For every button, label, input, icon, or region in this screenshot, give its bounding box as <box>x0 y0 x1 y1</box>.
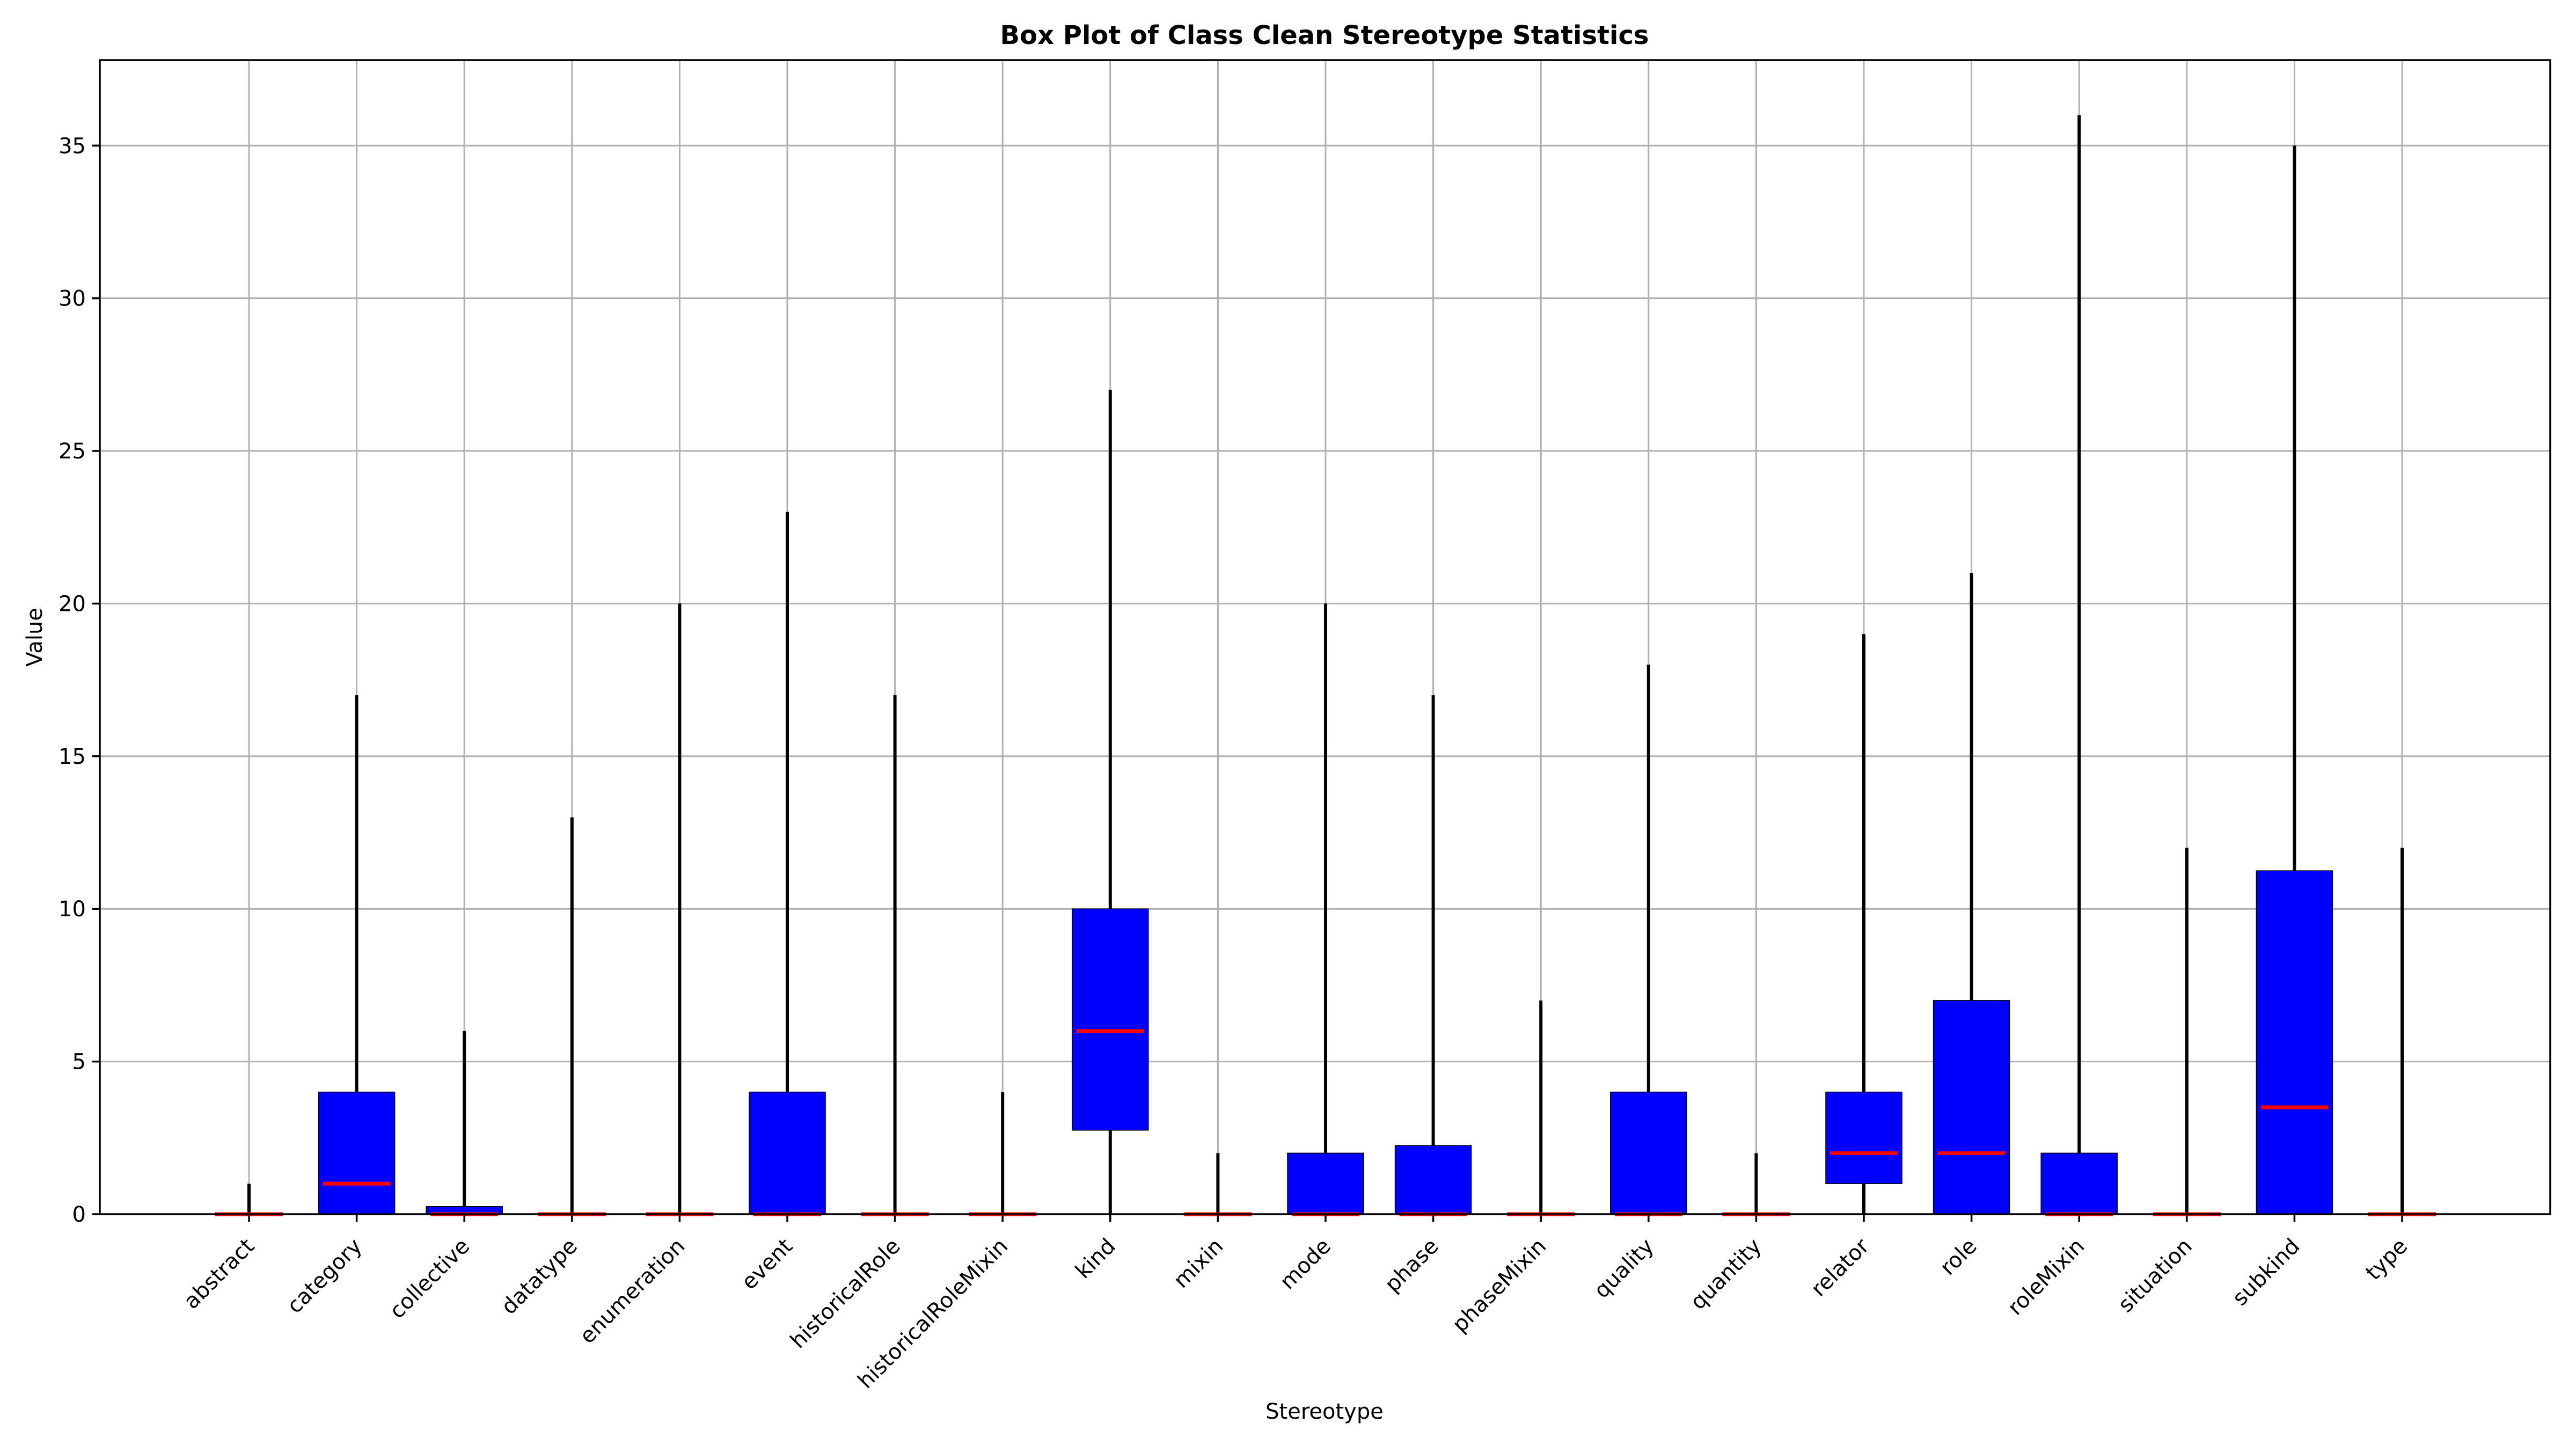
x-tick-label: mixin <box>1169 1234 1228 1293</box>
y-axis-label: Value <box>23 608 47 667</box>
iqr-box <box>318 1091 396 1215</box>
box-event <box>749 512 826 1216</box>
iqr-box <box>1825 1091 1902 1184</box>
y-axis-ticks: 0 5 10 15 20 25 30 35 <box>58 134 100 1227</box>
box-abstract <box>215 1184 283 1216</box>
box-phase <box>1394 695 1472 1216</box>
x-tick-label: historicalRole <box>786 1234 905 1354</box>
x-tick-label: phase <box>1380 1234 1444 1297</box>
x-tick-label: situation <box>2113 1234 2197 1318</box>
iqr-box <box>2256 870 2333 1215</box>
chart-title: Box Plot of Class Clean Stereotype Stati… <box>1000 20 1649 50</box>
box-quantity <box>1722 1153 1790 1216</box>
box-roleMixin <box>2040 115 2118 1216</box>
x-tick-label: collective <box>385 1234 474 1324</box>
box-role <box>1933 573 2010 1215</box>
iqr-box <box>1933 1000 2010 1215</box>
y-tick-label: 35 <box>58 134 86 158</box>
box-relator <box>1825 634 1902 1214</box>
x-tick-label: enumeration <box>575 1234 690 1349</box>
x-axis-label: Stereotype <box>1265 1399 1384 1424</box>
box-collective <box>426 1031 503 1216</box>
box-phaseMixin <box>1507 1000 1575 1216</box>
x-tick-label: abstract <box>179 1234 259 1314</box>
box-kind <box>1072 390 1149 1214</box>
y-tick-label: 0 <box>72 1202 86 1227</box>
y-tick-label: 25 <box>58 439 86 464</box>
x-tick-label: subkind <box>2228 1234 2304 1311</box>
box-type <box>2368 848 2436 1216</box>
x-tick-label: datatype <box>496 1234 582 1319</box>
box-situation <box>2153 848 2221 1216</box>
x-tick-label: event <box>737 1234 797 1295</box>
x-tick-label: quantity <box>1686 1234 1766 1315</box>
box-historicalRoleMixin <box>969 1092 1037 1216</box>
iqr-box <box>1072 908 1149 1131</box>
x-tick-label: mode <box>1275 1234 1336 1295</box>
iqr-box <box>1610 1091 1687 1215</box>
box-mixin <box>1184 1153 1252 1216</box>
box-historicalRole <box>861 695 929 1216</box>
x-tick-label: relator <box>1806 1234 1875 1302</box>
iqr-box <box>1287 1152 1364 1215</box>
x-tick-label: category <box>282 1234 367 1319</box>
x-tick-label: kind <box>1071 1234 1121 1284</box>
box-subkind <box>2256 145 2333 1215</box>
x-tick-label: role <box>1936 1234 1982 1280</box>
iqr-box <box>749 1091 826 1215</box>
iqr-box <box>2040 1152 2118 1215</box>
x-tick-label: phaseMixin <box>1448 1234 1552 1338</box>
box-datatype <box>538 817 606 1216</box>
y-tick-label: 10 <box>58 897 86 922</box>
x-tick-label: quality <box>1590 1234 1659 1303</box>
y-tick-label: 5 <box>72 1050 86 1075</box>
box-quality <box>1610 665 1687 1216</box>
box-mode <box>1287 603 1364 1216</box>
y-tick-label: 20 <box>58 592 86 616</box>
x-axis-ticks: abstract category collective datatypeenumer… <box>179 1214 2412 1393</box>
iqr-box <box>1394 1145 1472 1215</box>
box-category <box>318 695 396 1215</box>
y-tick-label: 15 <box>58 745 86 769</box>
x-tick-label: roleMixin <box>2003 1234 2089 1320</box>
x-tick-label: type <box>2361 1234 2412 1286</box>
y-tick-label: 30 <box>58 287 86 311</box>
